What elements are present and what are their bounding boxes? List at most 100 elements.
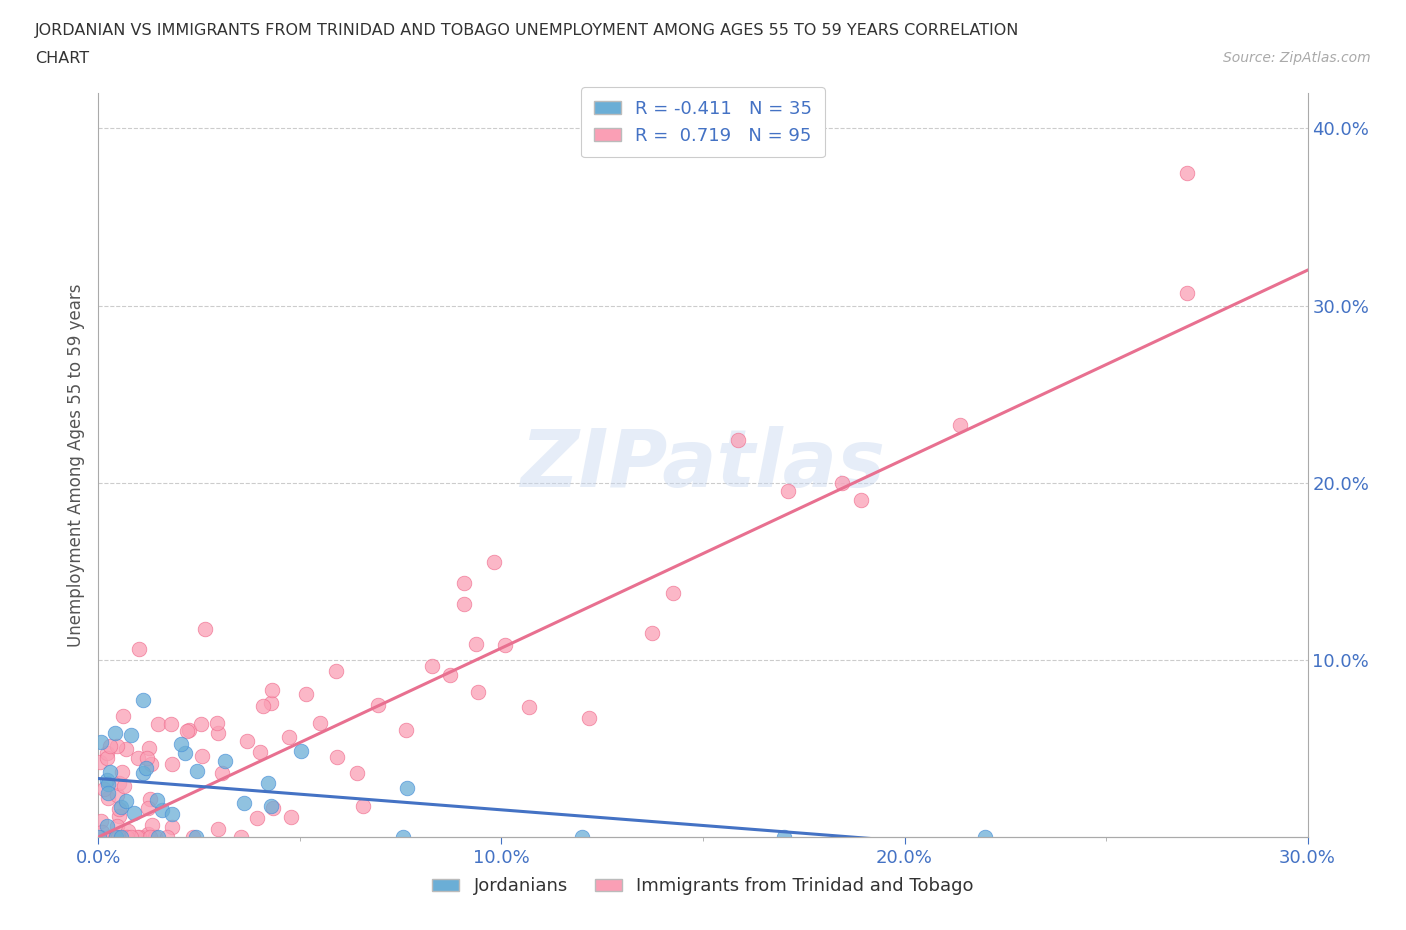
Point [104,830,127,844]
Point [98,764,121,779]
Point [136,801,159,816]
Point [260,696,283,711]
Point [517,699,540,714]
Point [465,636,488,651]
Point [104,725,127,740]
Point [578,711,600,725]
Point [778,484,800,498]
Point [107,802,129,817]
Point [100,830,122,844]
Point [115,830,138,844]
Point [325,750,347,764]
Point [207,725,229,740]
Point [96,745,118,760]
Point [90,830,112,844]
Point [128,641,150,656]
Point [146,792,169,807]
Point [257,776,280,790]
Point [112,830,135,844]
Point [308,715,330,730]
Text: Source: ZipAtlas.com: Source: ZipAtlas.com [1223,51,1371,65]
Point [571,830,593,844]
Point [177,723,200,737]
Text: JORDANIAN VS IMMIGRANTS FROM TRINIDAD AND TOBAGO UNEMPLOYMENT AMONG AGES 55 TO 5: JORDANIAN VS IMMIGRANTS FROM TRINIDAD AN… [35,23,1019,38]
Point [111,764,134,779]
Point [395,723,418,737]
Point [97,790,120,805]
Point [211,765,233,780]
Point [249,745,271,760]
Text: CHART: CHART [35,51,89,66]
Point [96,818,118,833]
Point [641,625,664,640]
Point [194,622,217,637]
Point [190,717,212,732]
Point [392,830,415,844]
Point [662,586,685,601]
Point [236,734,259,749]
Point [494,637,516,652]
Point [173,745,195,760]
Point [120,728,142,743]
Point [325,664,347,679]
Point [90,735,112,750]
Point [176,724,198,738]
Point [115,830,138,844]
Point [146,830,169,844]
Point [107,830,129,844]
Point [453,576,475,591]
Point [949,418,972,432]
Point [134,830,156,844]
Point [352,799,374,814]
Point [233,795,256,810]
Legend: Jordanians, Immigrants from Trinidad and Tobago: Jordanians, Immigrants from Trinidad and… [425,870,981,902]
Point [1175,166,1198,180]
Point [125,830,148,844]
Point [422,658,444,673]
Point [260,798,283,813]
Point [128,830,150,844]
Point [105,818,128,833]
Point [191,749,214,764]
Point [160,757,183,772]
Point [160,717,183,732]
Point [114,741,136,756]
Point [205,716,228,731]
Point [772,830,794,844]
Point [277,729,299,744]
Point [124,805,146,820]
Point [974,830,997,844]
Point [108,776,131,790]
Y-axis label: Unemployment Among Ages 55 to 59 years: Unemployment Among Ages 55 to 59 years [66,284,84,646]
Point [295,686,318,701]
Point [280,809,302,824]
Point [252,698,274,713]
Point [97,830,120,844]
Point [484,555,506,570]
Point [132,765,155,780]
Point [108,809,131,824]
Point [105,738,128,753]
Text: ZIPatlas: ZIPatlas [520,426,886,504]
Point [181,830,204,844]
Point [96,772,118,787]
Point [262,801,284,816]
Point [131,693,153,708]
Point [156,830,179,844]
Point [136,751,159,765]
Point [346,765,368,780]
Point [849,493,872,508]
Point [90,814,112,829]
Point [139,791,162,806]
Point [89,830,111,844]
Point [134,761,156,776]
Point [105,788,128,803]
Point [97,777,120,791]
Point [138,740,160,755]
Point [184,830,207,844]
Point [87,830,110,844]
Point [831,476,853,491]
Point [127,751,149,765]
Point [139,830,162,844]
Point [148,717,170,732]
